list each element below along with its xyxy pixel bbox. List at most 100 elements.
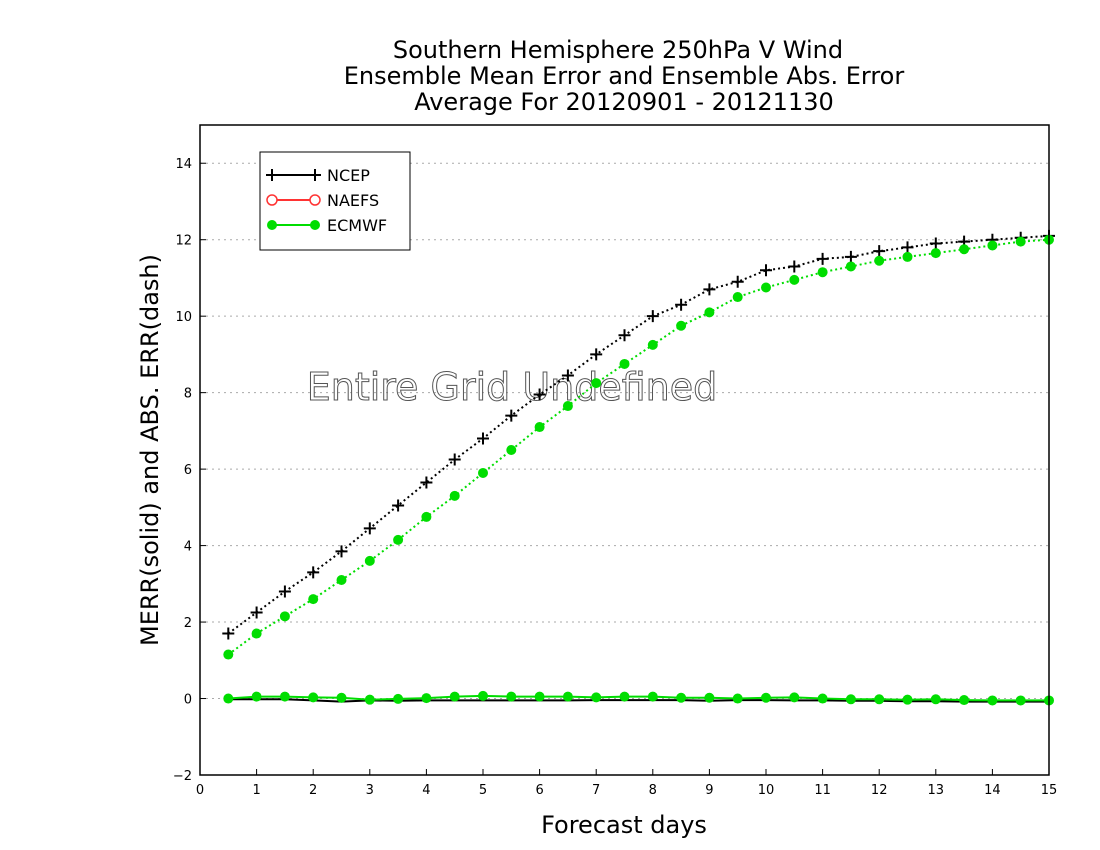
point-ncep-dotted-24	[901, 241, 914, 254]
point-ecmwf-solid-8	[449, 691, 460, 702]
overlay-annotation: Entire Grid Undefined	[307, 365, 718, 409]
legend-label-ncep: NCEP	[327, 166, 370, 185]
point-ecmwf-dotted-12	[562, 401, 573, 412]
point-ecmwf-dotted-6	[393, 534, 404, 545]
point-ecmwf-solid-12	[562, 691, 573, 702]
point-ecmwf-solid-13	[591, 692, 602, 703]
point-ncep-dotted-3	[307, 566, 320, 579]
point-ncep-dotted-1	[250, 606, 263, 619]
point-ncep-dotted-12	[561, 369, 574, 382]
legend-marker-naefs-1	[309, 194, 321, 206]
x-tick-label-5: 5	[479, 783, 487, 798]
point-ecmwf-solid-23	[874, 694, 885, 705]
legend: NCEP NAEFS ECMWF	[259, 151, 411, 251]
point-ncep-dotted-2	[278, 585, 291, 598]
y-tick-label-2: 2	[184, 616, 192, 631]
point-ecmwf-dotted-1	[251, 628, 262, 639]
point-ecmwf-solid-10	[506, 691, 517, 702]
point-ecmwf-solid-9	[478, 690, 488, 701]
legend-entry-naefs: NAEFS	[266, 191, 379, 210]
point-ecmwf-solid-6	[393, 693, 404, 704]
series-ecmwf-dotted	[223, 234, 1054, 660]
legend-marker-ecmwf-1	[310, 220, 320, 230]
point-ncep-dotted-25	[929, 237, 942, 250]
point-ecmwf-dotted-7	[421, 511, 432, 522]
point-ecmwf-dotted-21	[817, 267, 828, 278]
point-ncep-dotted-5	[363, 522, 376, 535]
x-tick-label-1: 1	[252, 783, 260, 798]
x-tick-label-9: 9	[705, 783, 713, 798]
point-ecmwf-solid-28	[1015, 695, 1026, 706]
point-ecmwf-dotted-18	[732, 292, 743, 303]
x-tick-label-3: 3	[366, 783, 374, 798]
point-ecmwf-dotted-22	[845, 261, 856, 272]
point-ecmwf-solid-15	[647, 691, 658, 702]
y-tick-label-1: 0	[184, 693, 192, 708]
point-ecmwf-dotted-25	[930, 248, 941, 259]
point-ecmwf-solid-21	[817, 693, 828, 704]
point-ncep-dotted-16	[675, 298, 688, 311]
point-ncep-dotted-0	[222, 627, 235, 640]
chart-title-line-1: Southern Hemisphere 250hPa V Wind	[393, 36, 843, 64]
y-tick-label-3: 4	[184, 540, 192, 555]
series-ecmwf-solid	[223, 690, 1054, 706]
point-ecmwf-dotted-23	[874, 255, 885, 266]
point-ecmwf-dotted-10	[506, 445, 517, 455]
point-ecmwf-solid-16	[676, 692, 687, 703]
point-ecmwf-dotted-20	[789, 274, 800, 285]
legend-marker-ecmwf-0	[267, 220, 277, 230]
y-tick-label-4: 6	[184, 463, 192, 478]
point-ecmwf-dotted-4	[336, 575, 347, 585]
point-ecmwf-solid-3	[308, 692, 319, 703]
point-ecmwf-solid-17	[704, 692, 715, 703]
point-ncep-dotted-13	[590, 348, 603, 361]
point-ecmwf-dotted-16	[676, 320, 687, 331]
point-ecmwf-dotted-27	[987, 240, 998, 251]
point-ecmwf-dotted-11	[534, 422, 545, 433]
point-ecmwf-solid-22	[845, 694, 856, 705]
point-ecmwf-dotted-5	[364, 555, 375, 566]
point-ncep-dotted-6	[392, 499, 405, 512]
point-ecmwf-dotted-24	[902, 251, 913, 262]
point-ncep-dotted-18	[731, 275, 744, 288]
point-ecmwf-dotted-2	[279, 611, 290, 622]
point-ecmwf-solid-18	[732, 693, 743, 704]
point-ecmwf-dotted-17	[704, 307, 715, 318]
point-ecmwf-dotted-19	[761, 282, 771, 293]
x-tick-label-14: 14	[984, 783, 1001, 798]
point-ecmwf-solid-27	[987, 695, 998, 706]
point-ncep-dotted-4	[335, 545, 348, 558]
y-tick-label-0: −2	[173, 769, 192, 784]
point-ncep-dotted-15	[646, 310, 659, 323]
point-ecmwf-solid-26	[959, 695, 970, 706]
point-ecmwf-dotted-28	[1015, 236, 1026, 247]
x-tick-label-12: 12	[871, 783, 888, 798]
point-ncep-dotted-9	[477, 432, 489, 445]
x-tick-label-0: 0	[196, 783, 204, 798]
y-tick-label-8: 14	[175, 157, 192, 172]
point-ecmwf-solid-11	[534, 691, 545, 702]
series-group	[222, 229, 1055, 706]
series-line-ecmwf-dotted	[227, 238, 1050, 656]
legend-label-naefs: NAEFS	[327, 191, 379, 210]
point-ecmwf-solid-25	[930, 694, 941, 705]
legend-marker-ncep-1	[309, 169, 321, 181]
x-tick-label-13: 13	[928, 783, 945, 798]
point-ecmwf-solid-7	[421, 693, 432, 704]
point-ecmwf-dotted-0	[223, 649, 234, 660]
point-ecmwf-solid-0	[223, 693, 234, 704]
point-ecmwf-dotted-13	[591, 378, 602, 389]
point-ecmwf-solid-20	[789, 692, 800, 703]
point-ecmwf-solid-24	[902, 694, 913, 705]
point-ncep-dotted-14	[618, 329, 631, 342]
point-ecmwf-dotted-3	[308, 594, 319, 605]
chart-title-line-2: Ensemble Mean Error and Ensemble Abs. Er…	[344, 62, 905, 90]
point-ncep-dotted-11	[533, 388, 546, 401]
legend-entry-ecmwf: ECMWF	[267, 216, 387, 235]
chart-title-line-3: Average For 20120901 - 20121130	[414, 88, 834, 116]
point-ecmwf-dotted-9	[478, 467, 488, 478]
legend-entry-ncep: NCEP	[266, 166, 370, 185]
plot-frame	[199, 124, 1050, 776]
point-ecmwf-dotted-26	[959, 244, 970, 255]
